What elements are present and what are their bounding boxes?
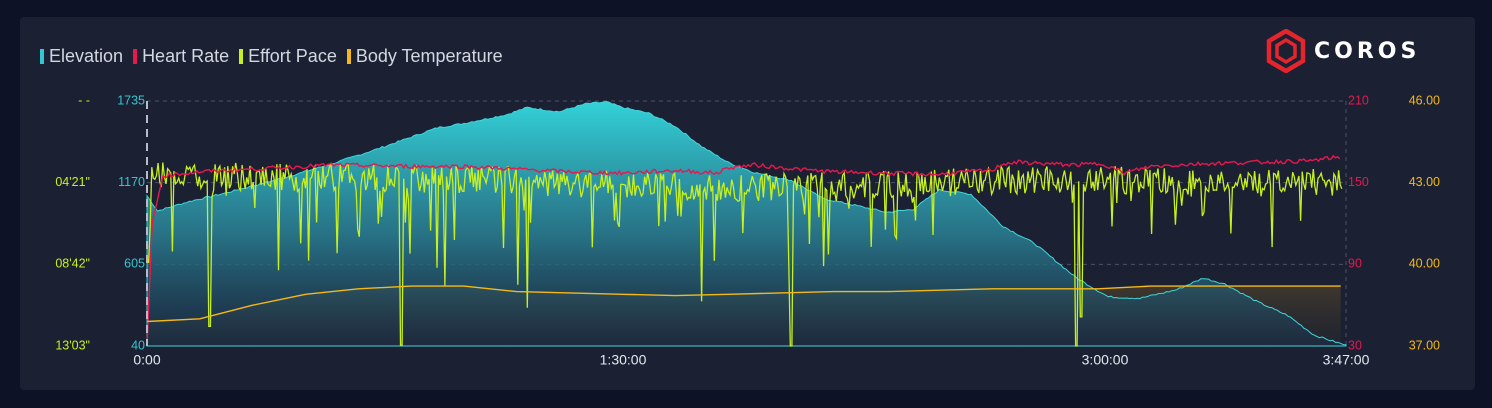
legend-label: Effort Pace — [248, 46, 337, 66]
elevation-tick-label: 1170 — [118, 175, 145, 189]
x-tick-label: 1:30:00 — [600, 352, 647, 368]
x-tick-label: 0:00 — [133, 352, 160, 368]
heart-rate-tick-label: 210 — [1348, 93, 1369, 107]
heart-rate-tick-label: 150 — [1348, 175, 1369, 189]
x-tick-label: 3:47:00 — [1323, 352, 1370, 368]
pace-tick-label: 08'42" — [55, 257, 90, 271]
heart-rate-path — [146, 154, 1341, 347]
coros-hexagon-icon — [1266, 29, 1306, 73]
legend-swatch-heart-rate — [133, 49, 138, 64]
elevation-tick-label: 1735 — [117, 93, 145, 107]
pace-tick-label: 04'21" — [55, 175, 90, 189]
legend-label: Body Temperature — [355, 46, 503, 66]
legend-swatch-effort-pace — [239, 49, 244, 64]
body-temperature-tick-label: 43.00 — [1409, 175, 1440, 189]
body-temperature-path — [146, 285, 1341, 323]
elevation-tick-label: 605 — [124, 257, 145, 271]
body-temperature-line — [146, 285, 1341, 323]
body-temperature-tick-label: 37.00 — [1409, 338, 1440, 352]
legend-item-heart-rate[interactable]: Heart Rate — [133, 46, 229, 67]
elevation-fill — [146, 100, 1347, 347]
legend-swatch-elevation — [40, 49, 44, 64]
legend-label: Elevation — [49, 46, 124, 66]
body-temperature-tick-label: 40.00 — [1409, 257, 1440, 271]
coros-logo: COROS — [1266, 29, 1420, 73]
body-temperature-tick-label: 46.00 — [1409, 93, 1440, 107]
effort-pace-line — [147, 161, 1343, 347]
legend-label: Heart Rate — [142, 46, 230, 66]
elevation-area — [146, 100, 1347, 347]
chart-legend: Elevation Heart Rate Effort Pace Body Te… — [40, 46, 503, 67]
legend-swatch-body-temperature — [346, 49, 351, 64]
heart-rate-tick-label: 30 — [1348, 338, 1362, 352]
pace-tick-label: 13'03" — [55, 338, 90, 352]
brand-name: COROS — [1314, 38, 1421, 64]
legend-item-body-temperature[interactable]: Body Temperature — [346, 46, 503, 67]
legend-item-elevation[interactable]: Elevation — [40, 46, 123, 67]
axis-labels: - - 04'21" 08'42" 13'03" 1735 1170 605 40 210 150… — [55, 93, 1440, 367]
legend-item-effort-pace[interactable]: Effort Pace — [239, 46, 337, 67]
elevation-tick-label: 40 — [131, 338, 145, 352]
heart-rate-tick-label: 90 — [1348, 257, 1362, 271]
effort-pace-path — [147, 161, 1343, 347]
pace-tick-label: - - — [78, 93, 90, 107]
x-tick-label: 3:00:00 — [1082, 352, 1129, 368]
heart-rate-line — [146, 154, 1341, 347]
